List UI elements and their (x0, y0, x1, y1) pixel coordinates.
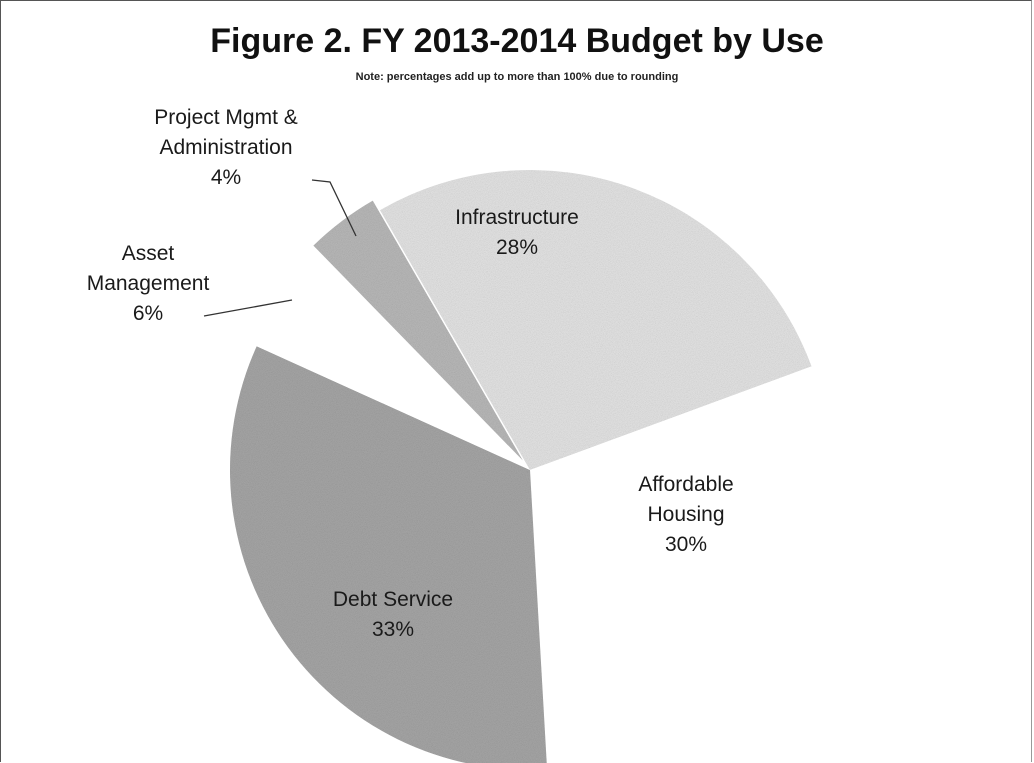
pie-slice-asset (256, 255, 530, 470)
slice-label-line: Debt Service (333, 588, 453, 611)
pie-slices (230, 169, 830, 763)
pie-slice-project-mgmt (313, 200, 523, 461)
slice-label-line: Management (87, 272, 210, 295)
pie-slice-affordable (530, 366, 830, 763)
slice-label-line: 30% (665, 533, 707, 556)
slice-label-infrastructure: Infrastructure 28% (455, 206, 579, 259)
slice-label-line: Administration (159, 136, 292, 159)
slice-label-affordable: Affordable Housing 30% (638, 473, 733, 556)
pie-slice-debt-service (230, 346, 547, 763)
slice-label-asset: Asset Management 6% (87, 242, 210, 325)
slice-label-line: Asset (122, 242, 175, 265)
pie-slice-infrastructure (380, 169, 812, 470)
slice-labels: Infrastructure 28% Affordable Housing 30% Deb… (87, 106, 734, 641)
slice-label-debt-service: Debt Service 33% (333, 588, 453, 641)
slice-label-project-mgmt: Project Mgmt & Administration 4% (154, 106, 298, 189)
chart-title: Figure 2. FY 2013-2014 Budget by Use (210, 22, 824, 60)
label-connectors (203, 179, 357, 317)
slice-label-line: 4% (211, 166, 241, 189)
leader-line (203, 299, 293, 317)
slice-label-line: Project Mgmt & (154, 106, 298, 129)
slice-label-line: Affordable (638, 473, 733, 496)
slice-label-line: 28% (496, 236, 538, 259)
slice-label-line: Infrastructure (455, 206, 579, 229)
slice-label-line: 33% (372, 618, 414, 641)
slice-label-line: Housing (647, 503, 724, 526)
slice-label-line: 6% (133, 302, 163, 325)
leader-line (311, 179, 357, 237)
chart-subtitle: Note: percentages add up to more than 10… (355, 71, 679, 83)
